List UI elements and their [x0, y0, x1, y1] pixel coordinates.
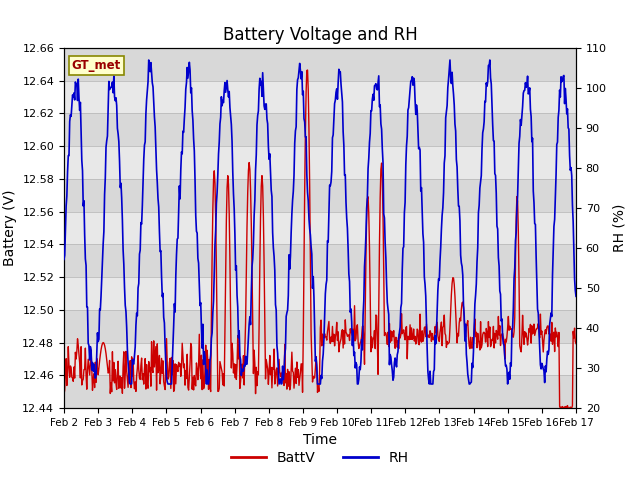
Bar [64, 212, 576, 244]
Y-axis label: RH (%): RH (%) [612, 204, 627, 252]
Bar [64, 277, 576, 310]
Bar [64, 375, 576, 408]
Bar [64, 113, 576, 146]
Bar [64, 310, 576, 343]
Bar [64, 48, 576, 81]
Text: GT_met: GT_met [72, 59, 121, 72]
Y-axis label: Battery (V): Battery (V) [3, 190, 17, 266]
Bar [64, 81, 576, 113]
Bar [64, 244, 576, 277]
Title: Battery Voltage and RH: Battery Voltage and RH [223, 25, 417, 44]
X-axis label: Time: Time [303, 433, 337, 447]
Bar [64, 146, 576, 179]
Legend: BattV, RH: BattV, RH [225, 445, 415, 471]
Bar [64, 343, 576, 375]
Bar [64, 179, 576, 212]
